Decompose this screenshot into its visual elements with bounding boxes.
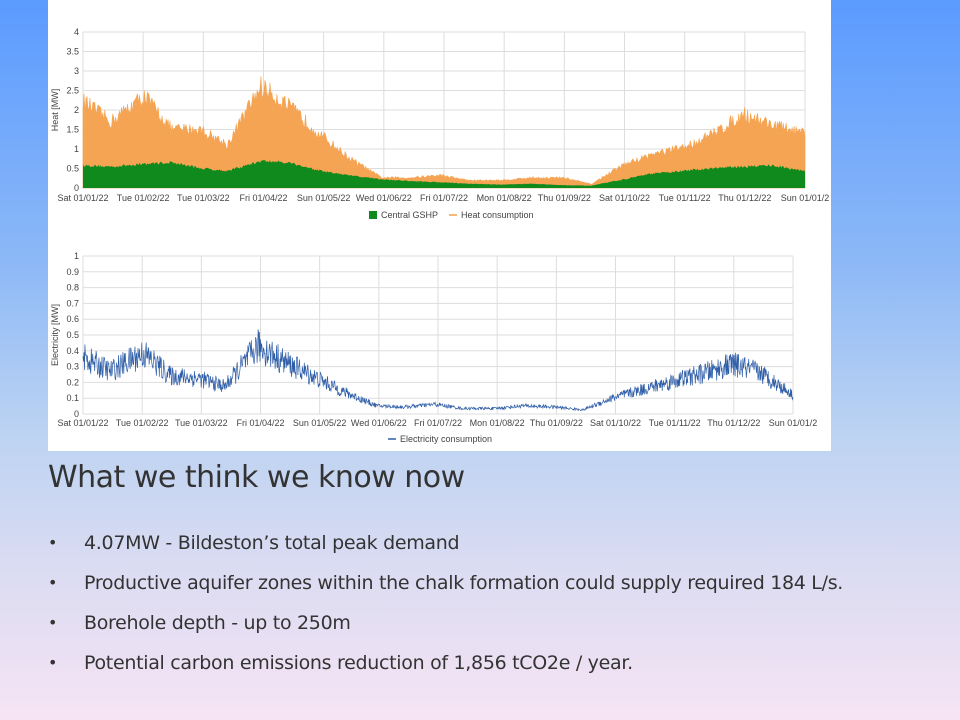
bullet-dot: • xyxy=(48,573,58,592)
bullet-text: Borehole depth - up to 250m xyxy=(84,612,351,634)
bullet-item: • Borehole depth - up to 250m xyxy=(48,608,948,648)
heat-consumption-series xyxy=(82,76,806,189)
x-tick-label: Sat 01/10/22 xyxy=(590,418,641,428)
x-tick-label: Thu 01/12/22 xyxy=(718,193,771,203)
x-tick-label: Sun 01/05/22 xyxy=(293,418,347,428)
y-tick-label: 2.5 xyxy=(66,86,79,96)
bullet-list: • 4.07MW - Bildeston’s total peak demand … xyxy=(48,528,948,688)
y-tick-label: 0.9 xyxy=(66,267,79,277)
legend-label-electricity: Electricity consumption xyxy=(400,434,492,444)
x-tick-label: Wed 01/06/22 xyxy=(351,418,407,428)
x-tick-label: Thu 01/09/22 xyxy=(538,193,591,203)
x-tick-label: Fri 01/04/22 xyxy=(239,193,287,203)
legend-label-gshp: Central GSHP xyxy=(381,210,438,220)
y-tick-label: 0.7 xyxy=(66,298,79,308)
bullet-text: 4.07MW - Bildeston’s total peak demand xyxy=(84,532,460,554)
central-gshp-series xyxy=(83,159,805,188)
x-tick-label: Tue 01/03/22 xyxy=(177,193,230,203)
heat-chart: 0 0.5 1 1.5 2 2.5 3 3.5 4 Sat 01/01/22 Tue 01/02/2… xyxy=(50,27,829,220)
y-axis-label: Heat [MW] xyxy=(50,89,60,132)
y-tick-label: 1 xyxy=(74,144,79,154)
y-tick-label: 3.5 xyxy=(66,47,79,57)
y-tick-label: 3 xyxy=(74,66,79,76)
y-tick-label: 1 xyxy=(74,251,79,261)
electricity-chart: 0 0.1 0.2 0.3 0.4 0.5 0.6 0.7 0.8 0.9 1 Sat 01/01/2… xyxy=(50,251,817,444)
y-tick-label: 0 xyxy=(74,183,79,193)
x-tick-label: Sun 01/05/22 xyxy=(297,193,351,203)
electricity-consumption-series xyxy=(82,329,794,412)
y-tick-label: 0 xyxy=(74,409,79,419)
y-tick-label: 0.3 xyxy=(66,362,79,372)
bullet-item: • Potential carbon emissions reduction of… xyxy=(48,648,948,688)
x-tick-label: Tue 01/11/22 xyxy=(659,193,711,203)
legend-label-heat: Heat consumption xyxy=(461,210,534,220)
bullet-dot: • xyxy=(48,533,58,552)
x-tick-label: Sat 01/01/22 xyxy=(57,193,108,203)
y-tick-label: 1.5 xyxy=(66,125,79,135)
bullet-item: • Productive aquifer zones within the cha… xyxy=(48,568,948,608)
legend-swatch-gshp xyxy=(369,211,377,219)
bullet-dot: • xyxy=(48,653,58,672)
x-tick-label: Tue 01/11/22 xyxy=(649,418,701,428)
y-tick-label: 0.2 xyxy=(66,377,79,387)
charts-svg: 0 0.5 1 1.5 2 2.5 3 3.5 4 Sat 01/01/22 Tue 01/02/2… xyxy=(50,27,829,444)
y-tick-label: 0.4 xyxy=(66,346,79,356)
y-tick-label: 0.5 xyxy=(66,330,79,340)
bullet-dot: • xyxy=(48,613,58,632)
chart-panel: 0 0.5 1 1.5 2 2.5 3 3.5 4 Sat 01/01/22 Tue 01/02/2… xyxy=(48,0,831,451)
y-tick-label: 0.1 xyxy=(66,393,79,403)
x-tick-label: Tue 01/02/22 xyxy=(116,418,169,428)
y-tick-label: 2 xyxy=(74,105,79,115)
y-tick-label: 0.5 xyxy=(66,164,79,174)
x-tick-label: Fri 01/04/22 xyxy=(236,418,284,428)
x-tick-label: Sat 01/01/22 xyxy=(57,418,108,428)
y-axis-label: Electricity [MW] xyxy=(50,304,60,366)
bullet-text: Potential carbon emissions reduction of … xyxy=(84,652,633,674)
x-tick-label: Thu 01/12/22 xyxy=(707,418,760,428)
y-tick-label: 0.8 xyxy=(66,283,79,293)
x-tick-label: Wed 01/06/22 xyxy=(356,193,412,203)
x-tick-label: Sat 01/10/22 xyxy=(599,193,650,203)
bullet-item: • 4.07MW - Bildeston’s total peak demand xyxy=(48,528,948,568)
x-tick-label: Fri 01/07/22 xyxy=(414,418,462,428)
x-tick-label: Mon 01/08/22 xyxy=(477,193,532,203)
y-tick-label: 0.6 xyxy=(66,314,79,324)
bullet-text: Productive aquifer zones within the chal… xyxy=(84,572,844,594)
x-tick-label: Fri 01/07/22 xyxy=(420,193,468,203)
slide-title: What we think we know now xyxy=(48,460,465,495)
x-tick-label: Tue 01/02/22 xyxy=(117,193,170,203)
x-tick-label: Thu 01/09/22 xyxy=(530,418,583,428)
y-tick-label: 4 xyxy=(74,27,79,37)
x-tick-label: Tue 01/03/22 xyxy=(175,418,228,428)
x-tick-label: Mon 01/08/22 xyxy=(470,418,525,428)
x-tick-label: Sun 01/01/2 xyxy=(769,418,818,428)
x-tick-label: Sun 01/01/2 xyxy=(781,193,830,203)
